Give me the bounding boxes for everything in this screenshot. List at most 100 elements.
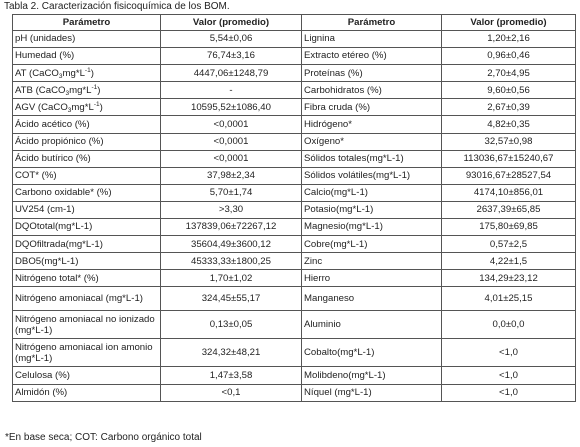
value-cell: 2,67±0,39 (441, 98, 576, 117)
parameter-cell: Manganeso (301, 286, 442, 312)
value-cell: >3,30 (160, 200, 302, 220)
parameter-cell: Nitrógeno amoniacal (mg*L-1) (12, 286, 161, 312)
parameter-cell: Proteínas (%) (301, 64, 442, 83)
parameter-cell: Sólidos totales(mg*L-1) (301, 149, 442, 168)
value-cell: 45333,33±1800,25 (160, 252, 302, 271)
parameter-cell: AT (CaCO3mg*L-1) (12, 64, 161, 83)
parameter-part: 3 (58, 72, 63, 80)
parameter-part: -1 (84, 66, 91, 74)
parameter-cell: Carbohidratos (%) (301, 81, 442, 100)
parameter-cell: COT* (%) (12, 166, 161, 185)
value-cell: <1,0 (441, 338, 576, 368)
table-row: Nitrógeno amoniacal ion amonio (mg*L-1) 3… (12, 338, 576, 368)
parameter-cell: Ácido propiónico (%) (12, 132, 161, 151)
parameter-part: 3 (67, 106, 72, 114)
value-cell: 2,70±4,95 (441, 64, 576, 83)
parameter-cell: Ácido butírico (%) (12, 149, 161, 168)
table-row: Nitrógeno total* (%) 1,70±1,02 Hierro 134,2… (12, 269, 576, 288)
parameter-cell: Aluminio (301, 310, 442, 340)
value-cell: 35604,49±3600,12 (160, 235, 302, 254)
header-valor: Valor (promedio) (160, 14, 302, 31)
table-row: Ácido acético (%) <0,0001 Hidrógeno* 4,82±0… (12, 115, 576, 134)
parameter-cell: Nitrógeno total* (%) (12, 269, 161, 288)
table-row: Carbono oxidable* (%) 5,70±1,74 Calcio(mg*… (12, 183, 576, 202)
parameter-cell: pH (unidades) (12, 29, 161, 49)
parameter-cell: Magnesio(mg*L-1) (301, 218, 442, 237)
value-cell: 175,80±69,85 (441, 218, 576, 237)
value-cell: 134,29±23,12 (441, 269, 576, 288)
value-cell: 10595,52±1086,40 (160, 98, 302, 117)
parameter-cell: DQOtotal(mg*L-1) (12, 218, 161, 237)
parameter-cell: DQOfiltrada(mg*L-1) (12, 235, 161, 254)
table-caption: Tabla 2. Caracterización fisicoquímica d… (4, 1, 230, 12)
table-row: Nitrógeno amoniacal no ionizado (mg*L-1)… (12, 310, 576, 340)
header-valor: Valor (promedio) (441, 14, 576, 31)
parameter-cell: Calcio(mg*L-1) (301, 183, 442, 202)
parameter-part: AT (CaCO (15, 67, 59, 79)
value-cell: <0,0001 (160, 115, 302, 134)
table-row: DBO5(mg*L-1) 45333,33±1800,25 Zinc 4,22±1,5 (12, 252, 576, 271)
parameter-part: mg*L (69, 84, 92, 96)
parameter-part: AGV (CaCO (15, 101, 68, 113)
value-cell: 113036,67±15240,67 (441, 149, 576, 168)
parameter-cell: Cobre(mg*L-1) (301, 235, 442, 254)
table-row: DQOtotal(mg*L-1) 137839,06±72267,12 Magnes… (12, 218, 576, 237)
parameter-cell: Hidrógeno* (301, 115, 442, 134)
parameter-part: mg*L (62, 67, 85, 79)
value-cell: 5,70±1,74 (160, 183, 302, 202)
value-cell: 0,13±0,05 (160, 310, 302, 340)
value-cell: 1,70±1,02 (160, 269, 302, 288)
parameter-cell: Oxígeno* (301, 132, 442, 151)
table-row: Humedad (%) 76,74±3,16 Extracto etéreo (%)… (12, 47, 576, 66)
value-cell: 0,0±0,0 (441, 310, 576, 340)
parameter-cell: Sólidos volátiles(mg*L-1) (301, 166, 442, 185)
characterization-table: Parámetro Valor (promedio) Parámetro Val… (12, 14, 576, 402)
parameter-part: ) (97, 84, 101, 96)
table-row: Ácido butírico (%) <0,0001 Sólidos totales… (12, 149, 576, 168)
table-row: pH (unidades) 5,54±0,06 Lignina 1,20±2,16 (12, 29, 576, 49)
value-cell: 37,98±2,34 (160, 166, 302, 185)
parameter-cell: Ácido acético (%) (12, 115, 161, 134)
value-cell: <0,1 (160, 383, 302, 402)
value-cell: 137839,06±72267,12 (160, 218, 302, 237)
parameter-cell: Zinc (301, 252, 442, 271)
parameter-cell: AGV (CaCO3mg*L-1) (12, 98, 161, 117)
parameter-cell: Níquel (mg*L-1) (301, 383, 442, 402)
parameter-part: ) (90, 67, 94, 79)
parameter-cell: UV254 (cm-1) (12, 200, 161, 220)
table-row: Celulosa (%) 1,47±3,58 Molibdeno(mg*L-1) <1… (12, 366, 576, 385)
parameter-part: mg*L (71, 101, 94, 113)
table-row: Almidón (%) <0,1 Níquel (mg*L-1) <1,0 (12, 383, 576, 402)
parameter-cell: Nitrógeno amoniacal ion amonio (mg*L-1) (12, 338, 161, 368)
value-cell: 4,82±0,35 (441, 115, 576, 134)
value-cell: - (160, 81, 302, 100)
value-cell: <0,0001 (160, 132, 302, 151)
value-cell: 0,57±2,5 (441, 235, 576, 254)
table-footnote: *En base seca; COT: Carbono orgánico tot… (5, 432, 202, 443)
table-row: Nitrógeno amoniacal (mg*L-1) 324,45±55,17… (12, 286, 576, 312)
value-cell: 324,45±55,17 (160, 286, 302, 312)
value-cell: 9,60±0,56 (441, 81, 576, 100)
value-cell: 1,20±2,16 (441, 29, 576, 49)
parameter-part: ATB (CaCO (15, 84, 66, 96)
value-cell: 4,22±1,5 (441, 252, 576, 271)
parameter-cell: Almidón (%) (12, 383, 161, 402)
table-row: AT (CaCO3mg*L-1) 4447,06±1248,79 Proteínas… (12, 64, 576, 83)
value-cell: 4,01±25,15 (441, 286, 576, 312)
parameter-part: ) (99, 101, 103, 113)
table-header-row: Parámetro Valor (promedio) Parámetro Val… (12, 14, 576, 31)
table-row: AGV (CaCO3mg*L-1) 10595,52±1086,40 Fibra c… (12, 98, 576, 117)
parameter-cell: Lignina (301, 29, 442, 49)
parameter-part: 3 (65, 89, 70, 97)
parameter-part: -1 (93, 100, 100, 108)
parameter-cell: Molibdeno(mg*L-1) (301, 366, 442, 385)
table-row: Ácido propiónico (%) <0,0001 Oxígeno* 32,57… (12, 132, 576, 151)
value-cell: 93016,67±28527,54 (441, 166, 576, 185)
value-cell: <1,0 (441, 366, 576, 385)
value-cell: 324,32±48,21 (160, 338, 302, 368)
table-row: ATB (CaCO3mg*L-1) - Carbohidratos (%) 9,60±… (12, 81, 576, 100)
parameter-cell: Humedad (%) (12, 47, 161, 66)
parameter-cell: Potasio(mg*L-1) (301, 200, 442, 220)
parameter-cell: Hierro (301, 269, 442, 288)
table-row: DQOfiltrada(mg*L-1) 35604,49±3600,12 Cobre… (12, 235, 576, 254)
